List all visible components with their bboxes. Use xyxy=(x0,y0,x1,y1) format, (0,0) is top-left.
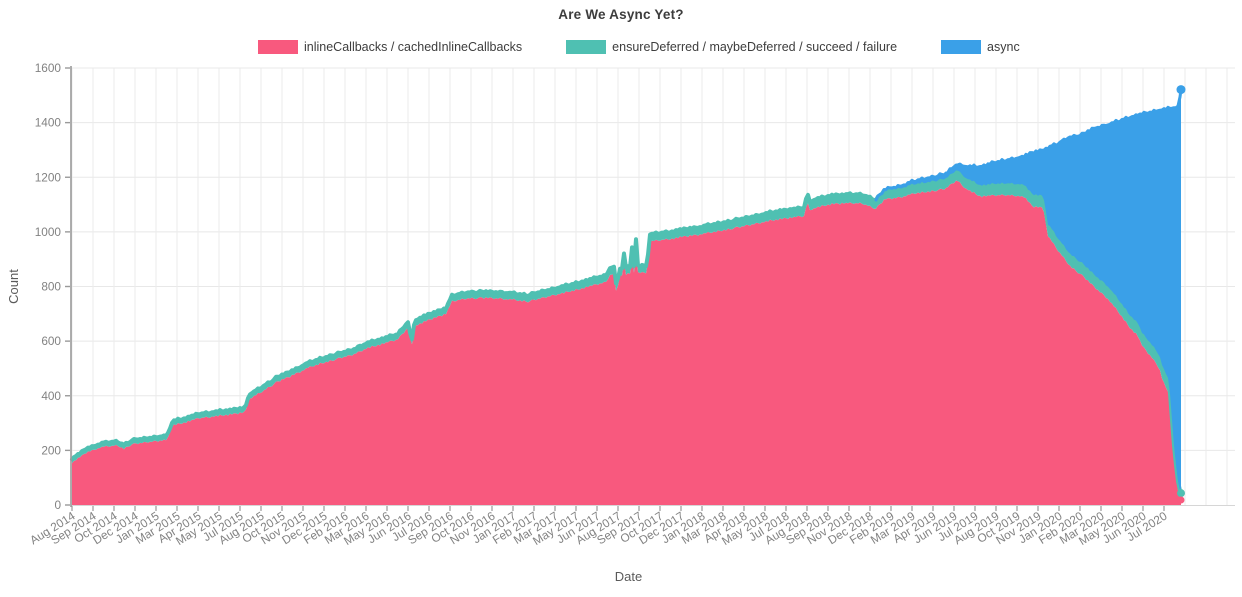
legend-swatch-ensuredeferred xyxy=(566,40,607,54)
y-tick-label: 1000 xyxy=(35,225,62,239)
legend-item-async[interactable]: async xyxy=(941,40,1020,54)
legend-swatch-async xyxy=(941,40,982,54)
y-tick-label: 800 xyxy=(41,280,61,294)
async-end-marker xyxy=(1176,85,1186,95)
page-title: Are We Async Yet? xyxy=(558,7,684,22)
y-tick-label: 1600 xyxy=(35,61,62,75)
series-line-async xyxy=(874,88,1183,202)
legend-item-inlinecallbacks[interactable]: inlineCallbacks / cachedInlineCallbacks xyxy=(258,40,522,54)
y-tick-label: 600 xyxy=(41,334,61,348)
y-axis-title: Count xyxy=(6,269,21,304)
y-tick-labels: 0 200 400 600 800 1000 1200 1400 1600 xyxy=(35,61,70,512)
series-line-ensuredeferred xyxy=(70,168,1183,496)
y-tick-label: 200 xyxy=(41,443,61,457)
series-area-inlinecallbacks xyxy=(72,180,1181,505)
legend-item-label: ensureDeferred / maybeDeferred / succeed… xyxy=(612,40,898,54)
y-tick-label: 1400 xyxy=(35,116,62,130)
legend-swatch-inlinecallbacks xyxy=(258,40,298,54)
y-tick-label: 1200 xyxy=(35,170,62,184)
y-tick-label: 0 xyxy=(54,498,61,512)
legend: inlineCallbacks / cachedInlineCallbacks e… xyxy=(258,40,1020,54)
legend-item-label: async xyxy=(987,40,1020,54)
series-area-async xyxy=(876,89,1181,494)
x-axis-title: Date xyxy=(615,569,642,584)
inlinecallbacks-end-marker xyxy=(1177,496,1185,504)
legend-item-label: inlineCallbacks / cachedInlineCallbacks xyxy=(304,40,523,54)
ensuredeferred-end-marker xyxy=(1177,489,1185,498)
y-tick-label: 400 xyxy=(41,389,61,403)
legend-item-ensuredeferred[interactable]: ensureDeferred / maybeDeferred / succeed… xyxy=(566,40,897,54)
